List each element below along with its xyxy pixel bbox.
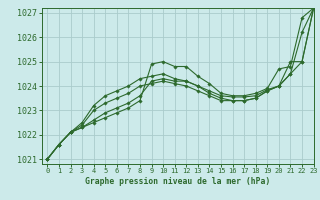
- X-axis label: Graphe pression niveau de la mer (hPa): Graphe pression niveau de la mer (hPa): [85, 177, 270, 186]
